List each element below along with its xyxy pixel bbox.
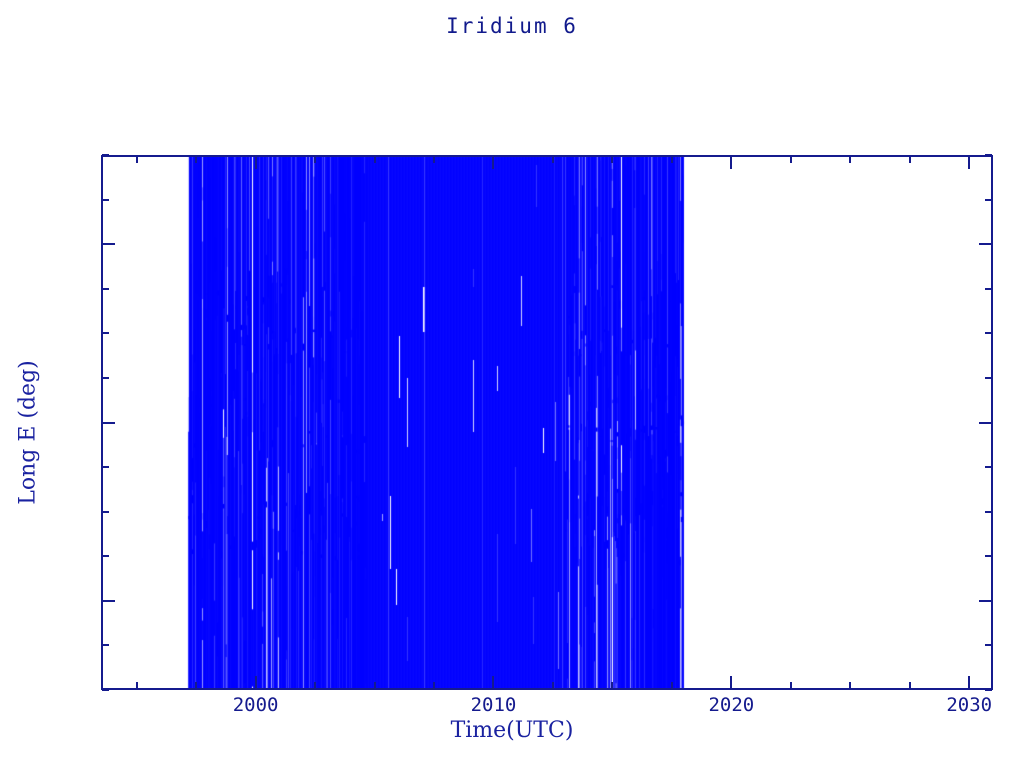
major-tick — [979, 243, 992, 246]
x-tick-label: 2030 — [946, 694, 993, 716]
minor-tick — [985, 376, 992, 379]
minor-tick — [908, 682, 911, 689]
minor-tick — [985, 154, 992, 156]
plot-data-canvas — [103, 157, 991, 688]
plot-frame — [101, 155, 993, 690]
x-axis-title: Time(UTC) — [450, 718, 574, 743]
major-tick — [968, 676, 971, 689]
minor-tick — [135, 682, 138, 689]
minor-tick — [611, 156, 614, 163]
y-axis-title: Long E (deg) — [15, 360, 41, 505]
minor-tick — [102, 376, 109, 379]
minor-tick — [102, 510, 109, 513]
major-tick — [730, 676, 733, 689]
major-tick — [730, 156, 733, 169]
minor-tick — [985, 466, 992, 469]
minor-tick — [102, 689, 109, 691]
x-tick-label: 2020 — [708, 694, 755, 716]
major-tick — [492, 156, 495, 169]
major-tick — [492, 676, 495, 689]
minor-tick — [985, 332, 992, 335]
major-tick — [102, 599, 115, 602]
minor-tick — [985, 555, 992, 558]
minor-tick — [433, 682, 435, 689]
minor-tick — [195, 682, 198, 689]
minor-tick — [102, 154, 109, 156]
minor-tick — [789, 682, 792, 689]
minor-tick — [908, 156, 911, 163]
minor-tick — [135, 156, 138, 163]
minor-tick — [985, 198, 992, 201]
minor-tick — [102, 287, 109, 290]
minor-tick — [102, 644, 109, 647]
x-tick-label: 2010 — [470, 694, 517, 716]
minor-tick — [373, 156, 376, 163]
major-tick — [102, 421, 115, 424]
minor-tick — [985, 510, 992, 513]
minor-tick — [102, 198, 109, 201]
major-tick — [102, 243, 115, 246]
minor-tick — [314, 156, 317, 163]
minor-tick — [849, 156, 852, 163]
minor-tick — [985, 689, 992, 691]
minor-tick — [611, 682, 614, 689]
minor-tick — [373, 682, 376, 689]
major-tick — [968, 156, 971, 169]
page-title: Iridium 6 — [446, 14, 578, 38]
minor-tick — [433, 156, 435, 163]
minor-tick — [102, 555, 109, 558]
minor-tick — [551, 156, 554, 163]
minor-tick — [985, 287, 992, 290]
x-tick-label: 2000 — [232, 694, 279, 716]
minor-tick — [670, 682, 673, 689]
minor-tick — [670, 156, 673, 163]
major-tick — [979, 599, 992, 602]
minor-tick — [551, 682, 554, 689]
minor-tick — [789, 156, 792, 163]
minor-tick — [985, 644, 992, 647]
major-tick — [254, 156, 257, 169]
minor-tick — [314, 682, 317, 689]
minor-tick — [849, 682, 852, 689]
minor-tick — [195, 156, 198, 163]
major-tick — [979, 421, 992, 424]
minor-tick — [102, 466, 109, 469]
major-tick — [254, 676, 257, 689]
minor-tick — [102, 332, 109, 335]
